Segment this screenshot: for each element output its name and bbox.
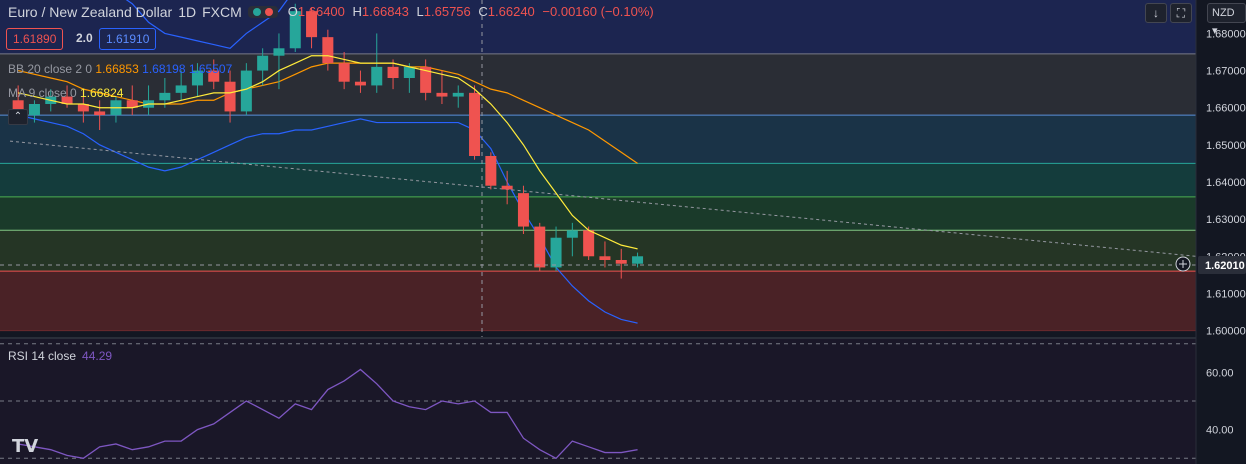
candle <box>387 59 399 90</box>
candle <box>338 52 350 90</box>
moving-average <box>18 55 638 250</box>
candle <box>224 70 236 123</box>
price-axis[interactable]: 1.68000 1.67000 1.66000 1.65000 1.64000 1.630… <box>1206 28 1246 337</box>
candle <box>469 85 481 160</box>
current-price-text: 1.62010 <box>1205 260 1245 272</box>
candle <box>452 85 464 108</box>
candle <box>550 226 562 272</box>
candle <box>322 29 334 71</box>
candle <box>354 70 366 93</box>
symbol-header[interactable]: Euro / New Zealand Dollar 1D FXCM O1.664… <box>8 4 654 20</box>
rsi-legend[interactable]: RSI 14 close 44.29 <box>8 349 113 363</box>
candle <box>501 170 513 205</box>
candle <box>94 100 106 130</box>
price-axis-background <box>1196 0 1246 464</box>
currency-selector[interactable]: NZD ▾ <box>1207 3 1246 37</box>
fib-retracement[interactable] <box>0 0 1196 332</box>
candle <box>257 48 269 86</box>
candle <box>436 70 448 104</box>
rsi-line <box>18 368 638 460</box>
price-tick-label: 1.61000 <box>1206 288 1246 300</box>
candle <box>28 100 40 123</box>
candle <box>615 248 627 279</box>
rsi-pane-background <box>0 338 1196 464</box>
candle <box>599 241 611 268</box>
fib-zone <box>0 115 1196 164</box>
market-status[interactable] <box>247 6 278 18</box>
download-icon: ↓ <box>1153 6 1159 20</box>
candlesticks <box>12 3 644 279</box>
candle <box>403 63 415 93</box>
candle <box>273 33 285 90</box>
spread-value: 2.0 <box>76 31 93 45</box>
symbol-name[interactable]: Euro / New Zealand Dollar <box>8 4 173 20</box>
exchange: FXCM <box>202 4 242 20</box>
candle <box>77 89 89 123</box>
ma-legend[interactable]: MA 9 close 0 1.66824 <box>8 86 124 100</box>
tradingview-logo[interactable]: TV <box>12 436 39 457</box>
add-alert-icon[interactable] <box>1175 256 1191 272</box>
fullscreen-icon: ⛶ <box>1176 6 1186 20</box>
fib-zone <box>0 163 1196 197</box>
buy-button[interactable]: 1.61910 <box>99 28 157 50</box>
candle <box>289 3 301 52</box>
price-tick-label: 1.67000 <box>1206 66 1246 78</box>
candle <box>126 85 138 116</box>
rsi-tick-label: 40.00 <box>1206 425 1234 437</box>
candle <box>175 70 187 101</box>
candle <box>208 59 220 90</box>
ohlc-values: O1.66400 H1.66843 L1.65756 C1.66240 −0.0… <box>287 4 654 19</box>
rsi-pane <box>0 343 1196 460</box>
candle <box>632 252 644 268</box>
chevron-down-icon: ▾ <box>1212 25 1218 37</box>
candle <box>583 226 595 260</box>
fib-zone <box>0 271 1196 331</box>
price-tick-label: 1.63000 <box>1206 214 1246 226</box>
sell-button[interactable]: 1.61890 <box>6 28 64 50</box>
interval[interactable]: 1D <box>178 4 197 20</box>
candle <box>485 152 497 190</box>
trend-line-path <box>9 140 1197 257</box>
price-tick-label: 1.60000 <box>1206 326 1246 338</box>
rsi-tick-label: 60.00 <box>1206 367 1234 379</box>
candle <box>566 222 578 257</box>
price-tick-label: 1.64000 <box>1206 177 1246 189</box>
candle <box>159 78 171 108</box>
rsi-axis[interactable]: 60.00 40.00 <box>1206 367 1234 436</box>
collapse-legend-button[interactable]: ⌃ <box>8 109 28 125</box>
ma-line <box>18 55 638 250</box>
candle <box>420 59 432 101</box>
candle <box>191 63 203 97</box>
fullscreen-button[interactable]: ⛶ <box>1170 3 1192 23</box>
fib-zone <box>0 196 1196 231</box>
price-tick-label: 1.68000 <box>1206 28 1246 40</box>
price-tick-label: 1.66000 <box>1206 103 1246 115</box>
current-price-label: 1.62010 <box>1198 256 1246 274</box>
candle <box>534 222 546 272</box>
fib-zone <box>0 0 1196 54</box>
market-open-dot-icon <box>252 8 261 16</box>
price-tick-label: 1.65000 <box>1206 140 1246 152</box>
download-button[interactable]: ↓ <box>1145 3 1167 23</box>
market-alert-dot-icon <box>264 8 273 16</box>
candle <box>306 7 318 49</box>
candle <box>517 185 529 234</box>
bb-legend[interactable]: BB 20 close 2 0 1.66853 1.68198 1.65507 <box>8 62 233 76</box>
trend-line[interactable] <box>9 140 1197 257</box>
